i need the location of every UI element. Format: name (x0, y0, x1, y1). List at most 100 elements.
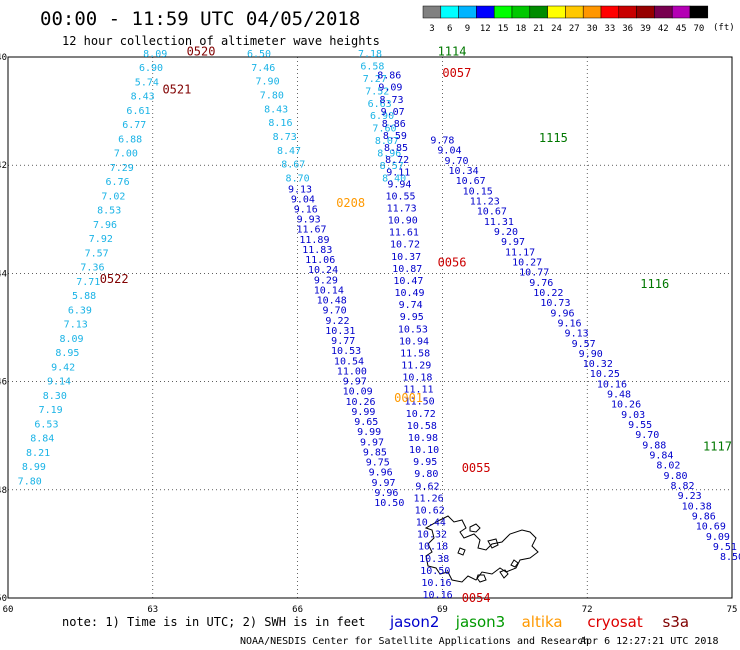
pass-id-label: 1116 (640, 277, 669, 291)
cryosat-0521-track: 8.09 6.90 5.74 8.43 6.61 6.77 6.88 7.00 7.29 6.76… (18, 49, 168, 487)
pass-id-label: 0054 (462, 591, 491, 605)
wave-height-value: 10.26 (611, 400, 641, 411)
wave-height-value: 6.53 (34, 419, 58, 430)
wave-height-value: 9.88 (642, 440, 666, 451)
wave-height-value: 7.46 (251, 63, 275, 74)
wave-height-value: 9.42 (51, 362, 75, 373)
wave-height-value: 10.48 (317, 296, 347, 307)
wave-height-value: 8.86 (377, 71, 401, 82)
satellite-legend-item: altika (522, 613, 563, 631)
wave-height-value: 9.85 (363, 447, 387, 458)
wave-height-value: 9.13 (565, 329, 589, 340)
wave-height-value: 9.90 (579, 349, 603, 360)
wave-height-value: 9.97 (343, 377, 367, 388)
wave-height-value: 10.62 (415, 505, 445, 516)
cryosat-0057-track: 7.186.58 7.277.52 6.636.90 7.608.07 8.968.57… (358, 49, 406, 184)
color-scale-swatch (671, 5, 691, 19)
color-scale-swatch (476, 5, 495, 19)
color-scale-swatch (529, 5, 548, 19)
wave-height-value: 7.80 (260, 90, 284, 101)
wave-height-value: 10.53 (331, 346, 361, 357)
wave-height-value: 9.16 (557, 318, 581, 329)
color-scale-label: 18 (515, 24, 526, 34)
wave-height-value: 7.18 (358, 49, 382, 60)
color-scale-swatch (689, 5, 709, 19)
wave-height-value: 9.14 (47, 377, 71, 388)
wave-height-value: 9.93 (297, 215, 321, 226)
pass-id-label: 0056 (438, 256, 467, 270)
wave-height-value: 11.61 (389, 228, 419, 239)
lon-tick-label: 60 (3, 605, 14, 615)
wave-height-value: 11.06 (305, 255, 335, 266)
wave-height-value: 9.11 (386, 167, 410, 178)
wave-height-value: 6.77 (122, 120, 146, 131)
wave-height-value: 8.96 (377, 149, 401, 160)
wave-height-value: 9.80 (663, 471, 687, 482)
wave-height-value: 9.20 (494, 227, 518, 238)
wave-height-value: 10.44 (416, 518, 446, 529)
wave-height-value: 7.52 (365, 86, 389, 97)
wave-height-value: 9.23 (678, 491, 702, 502)
wave-height-value: 9.76 (529, 278, 553, 289)
wave-height-value: 8.09 (143, 49, 167, 60)
wave-height-value: 8.86 (382, 119, 406, 130)
wave-height-value: 9.51 (713, 542, 737, 553)
wave-height-value: 9.70 (444, 156, 468, 167)
wave-height-value: 10.94 (399, 336, 429, 347)
pass-id-label: 1117 (703, 440, 732, 454)
wave-height-value: 9.29 (314, 275, 338, 286)
wave-height-value: 9.86 (692, 511, 716, 522)
wave-height-value: 11.73 (387, 203, 417, 214)
color-scale-label: 6 (447, 24, 452, 34)
wave-height-value: 10.53 (398, 324, 428, 335)
wave-height-value: 9.75 (366, 458, 390, 469)
wave-height-value: 10.50 (420, 566, 450, 577)
color-scale-swatch (600, 5, 620, 19)
wave-height-value: 7.29 (110, 163, 134, 174)
color-scale-label: 27 (569, 24, 580, 34)
wave-height-value: 7.96 (93, 220, 117, 231)
satellite-legend: jason2 jason3 altika cryosat s3a (389, 613, 689, 631)
lat-tick-label: -50 (0, 594, 7, 604)
wave-height-value: 10.09 (343, 387, 373, 398)
wave-height-value: 7.27 (363, 74, 387, 85)
wave-height-value: 10.32 (583, 359, 613, 370)
wave-height-value: 10.58 (407, 421, 437, 432)
color-scale-label: 70 (693, 24, 704, 34)
color-scale-label: 24 (551, 24, 562, 34)
jason2-0208-track: 9.139.049.169.9311.6711.8911.8311.0610.2… (288, 184, 404, 509)
wave-height-value: 10.90 (388, 216, 418, 227)
wave-height-value: 9.99 (357, 427, 381, 438)
lon-tick-label: 72 (582, 605, 593, 615)
wave-height-value: 8.02 (656, 461, 680, 472)
wave-height-value: 11.11 (403, 385, 433, 396)
jason2-0056-track: 8.869.098.739.078.868.598.858.729.119.94… (377, 71, 452, 601)
wave-height-value: 11.29 (401, 361, 431, 372)
wave-height-value: 11.67 (296, 225, 326, 236)
footer-credit: NOAA/NESDIS Center for Satellite Applica… (240, 636, 589, 647)
map-frame (7, 56, 733, 599)
wave-height-value: 9.74 (399, 300, 423, 311)
wave-height-value: 8.43 (131, 92, 155, 103)
lat-tick-label: -44 (0, 269, 7, 279)
wave-height-value: 9.80 (414, 469, 438, 480)
wave-height-value: 7.60 (372, 124, 396, 135)
color-scale-swatch (618, 5, 637, 19)
wave-height-value: 10.77 (519, 268, 549, 279)
wave-height-value: 11.26 (414, 493, 444, 504)
wave-height-value: 6.61 (126, 106, 150, 117)
wave-height-value: 7.02 (101, 191, 125, 202)
wave-height-value: 9.70 (323, 306, 347, 317)
color-scale-label: 15 (498, 24, 509, 34)
wave-height-value: 7.71 (76, 277, 100, 288)
wave-height-value: 8.70 (286, 173, 310, 184)
wave-height-value: 8.47 (277, 146, 301, 157)
wave-height-value: 11.31 (484, 217, 514, 228)
wave-height-value: 9.97 (501, 237, 525, 248)
wave-height-value: 9.94 (387, 179, 411, 190)
wave-height-value: 8.95 (55, 348, 79, 359)
color-scale-swatch (636, 5, 655, 19)
wave-height-value: 8.21 (26, 448, 50, 459)
pass-id-label: 1114 (438, 45, 467, 59)
wave-height-value: 10.14 (314, 285, 344, 296)
